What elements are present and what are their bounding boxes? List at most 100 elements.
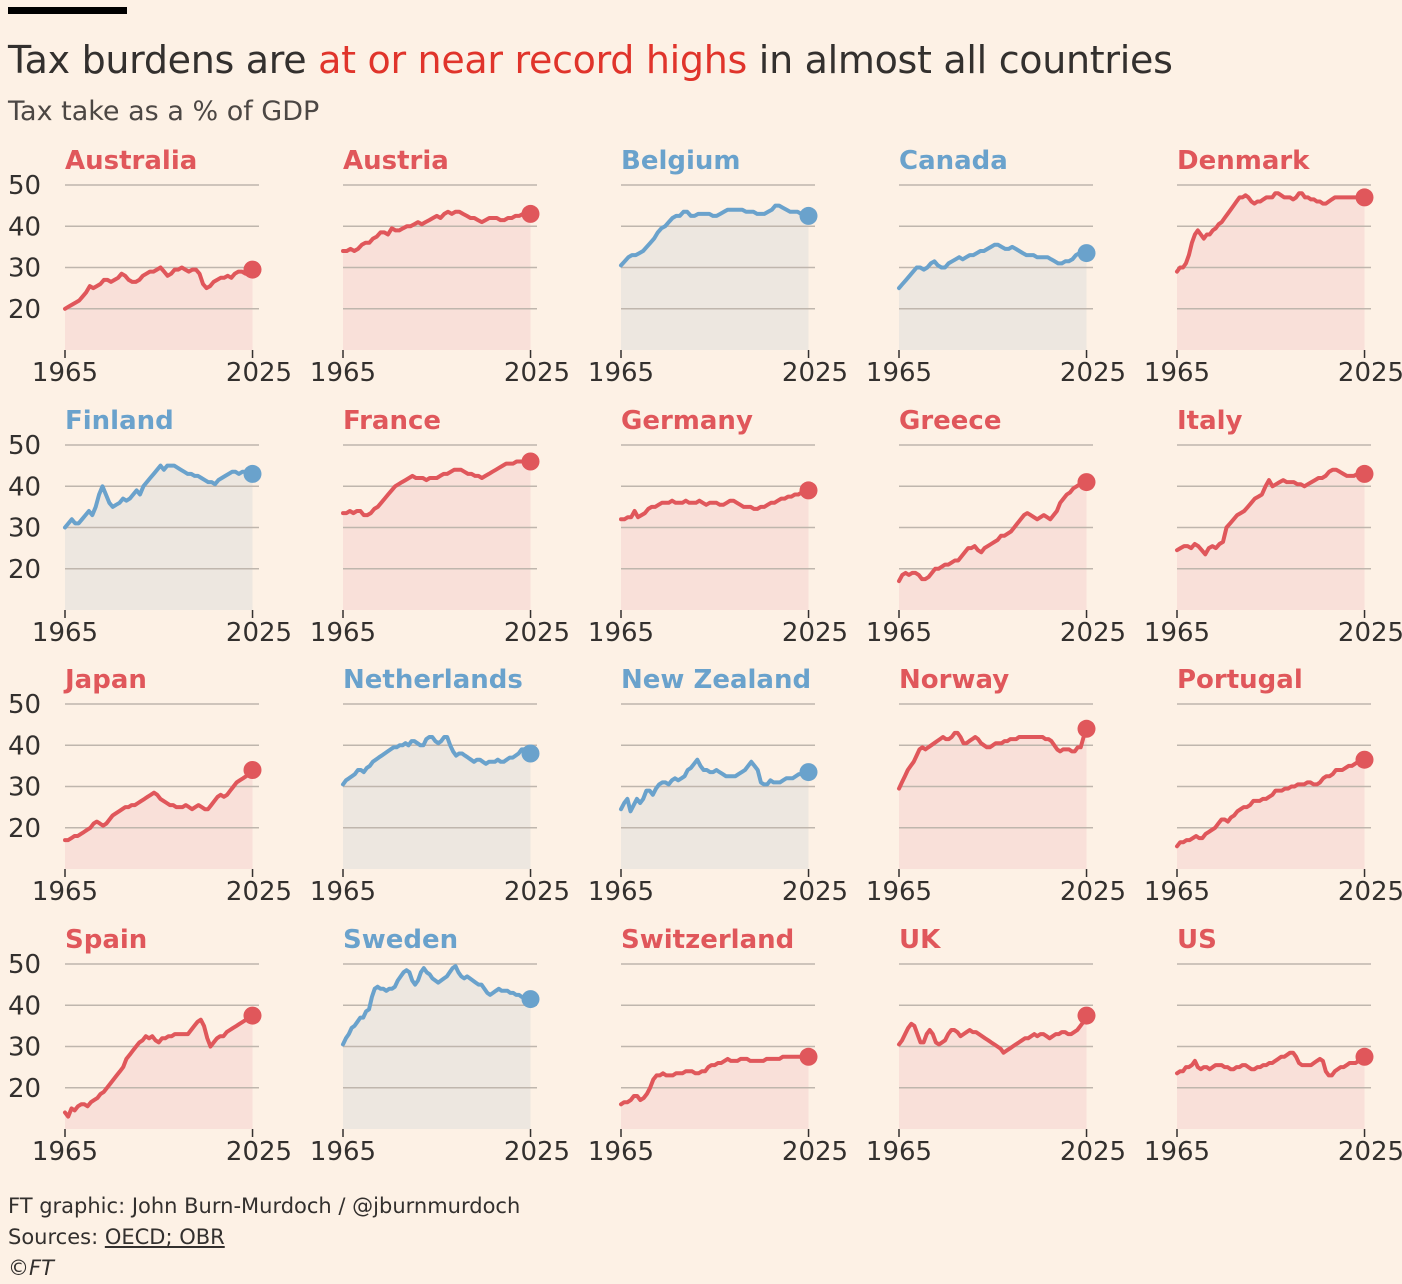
series-line: [1175, 757, 1367, 849]
chart-subtitle: Tax take as a % of GDP: [8, 96, 320, 127]
y-tick-label: 30: [8, 254, 41, 284]
x-tick-label: 1965: [866, 358, 932, 388]
panel-title: Finland: [65, 406, 174, 436]
endpoint-marker: [1355, 188, 1374, 207]
series-line: [897, 480, 1089, 584]
x-tick-label: 2025: [504, 1137, 570, 1167]
panel-australia: Australia 1965 2025 20 30 40 50: [8, 146, 292, 388]
panel-uk: UK 1965 2025: [866, 925, 1126, 1167]
panel-title: Japan: [63, 665, 147, 695]
panel-finland: Finland 1965 2025 20 30 40 50: [8, 406, 292, 648]
panel-title: Austria: [343, 146, 449, 176]
panel-title: Norway: [899, 665, 1009, 695]
area-fill: [621, 205, 809, 350]
area-fill: [899, 728, 1087, 869]
x-tick-label: 1965: [866, 877, 932, 907]
x-tick-label: 1965: [310, 877, 376, 907]
series-line: [63, 463, 255, 530]
area-fill: [899, 482, 1087, 610]
panel-title: Spain: [65, 925, 147, 955]
endpoint-marker: [799, 1047, 818, 1066]
area-fill: [343, 461, 531, 610]
x-tick-label: 1965: [866, 1137, 932, 1167]
series-line: [619, 1054, 811, 1107]
panel-title: Germany: [621, 406, 753, 436]
area-fill: [899, 1015, 1087, 1129]
y-tick-label: 20: [8, 555, 41, 585]
endpoint-marker: [243, 1006, 262, 1025]
area-fill: [343, 737, 531, 869]
panel-new-zealand: New Zealand 1965 2025: [588, 665, 848, 907]
area-fill: [65, 1015, 253, 1129]
x-tick-label: 2025: [782, 358, 848, 388]
endpoint-marker: [243, 761, 262, 779]
x-tick-label: 1965: [588, 877, 654, 907]
panel-title: Belgium: [621, 146, 741, 176]
x-tick-label: 2025: [504, 877, 570, 907]
panel-title: France: [343, 406, 441, 436]
series-line: [341, 964, 533, 1047]
sources-label: Sources:: [8, 1225, 105, 1249]
area-fill: [1177, 469, 1365, 610]
x-tick-label: 1965: [588, 358, 654, 388]
panel-japan: Japan 1965 2025 20 30 40 50: [8, 665, 292, 907]
footer: FT graphic: John Burn-Murdoch / @jburnmu…: [8, 1191, 520, 1284]
x-tick-label: 2025: [782, 618, 848, 648]
sources-link[interactable]: OECD; OBR: [104, 1225, 225, 1249]
y-tick-label: 50: [8, 950, 41, 980]
y-tick-label: 40: [8, 991, 41, 1021]
sources-line: Sources: OECD; OBR: [8, 1222, 520, 1253]
area-fill: [1177, 759, 1365, 869]
series-line: [341, 209, 533, 253]
panel-netherlands: Netherlands 1965 2025: [310, 665, 570, 907]
panel-greece: Greece 1965 2025: [866, 406, 1126, 648]
y-tick-label: 20: [8, 1074, 41, 1104]
panel-switzerland: Switzerland 1965 2025: [588, 925, 848, 1167]
area-fill: [1177, 193, 1365, 350]
area-fill: [65, 770, 253, 869]
panel-title: Netherlands: [343, 665, 523, 695]
endpoint-marker: [1355, 750, 1374, 769]
x-tick-label: 2025: [1060, 358, 1126, 388]
area-fill: [621, 1056, 809, 1129]
title-prefix: Tax burdens are: [8, 38, 319, 82]
x-tick-label: 1965: [1144, 358, 1210, 388]
series-line: [1175, 191, 1367, 274]
panel-title: Denmark: [1177, 146, 1310, 176]
panel-portugal: Portugal 1965 2025: [1144, 665, 1402, 907]
area-fill: [65, 465, 253, 610]
y-tick-label: 20: [8, 814, 41, 844]
panel-canada: Canada 1965 2025: [866, 146, 1126, 388]
panel-title: US: [1177, 925, 1217, 955]
title-highlight: at or near record highs: [318, 38, 748, 82]
series-line: [341, 459, 533, 518]
endpoint-marker: [1355, 1047, 1374, 1066]
series-line: [897, 726, 1089, 791]
x-tick-label: 2025: [1338, 618, 1402, 648]
x-tick-label: 2025: [1060, 877, 1126, 907]
y-tick-label: 20: [8, 295, 41, 325]
x-tick-label: 1965: [32, 618, 98, 648]
panel-us: US 1965 2025: [1144, 925, 1402, 1167]
graphic-credit: FT graphic: John Burn-Murdoch / @jburnmu…: [8, 1194, 521, 1218]
x-tick-label: 2025: [226, 618, 292, 648]
area-fill: [899, 244, 1087, 350]
series-line: [619, 757, 811, 814]
endpoint-marker: [243, 464, 262, 483]
series-line: [1175, 467, 1367, 557]
panel-title: Portugal: [1177, 665, 1303, 695]
endpoint-marker: [521, 990, 540, 1009]
x-tick-label: 1965: [588, 618, 654, 648]
panel-title: Switzerland: [621, 925, 794, 955]
x-tick-label: 1965: [310, 1137, 376, 1167]
x-tick-label: 2025: [226, 877, 292, 907]
y-tick-label: 50: [8, 171, 41, 201]
panel-denmark: Denmark 1965 2025: [1144, 146, 1402, 388]
x-tick-label: 1965: [32, 1137, 98, 1167]
x-tick-label: 2025: [226, 358, 292, 388]
endpoint-marker: [243, 260, 262, 279]
x-tick-label: 2025: [782, 1137, 848, 1167]
area-fill: [1177, 1052, 1365, 1129]
series-line: [897, 1013, 1089, 1055]
